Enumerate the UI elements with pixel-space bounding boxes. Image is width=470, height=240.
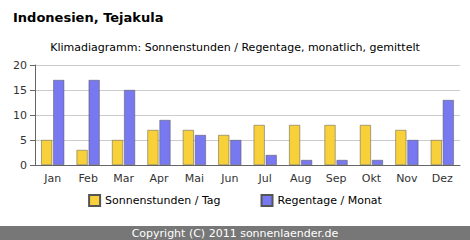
svg-text:Aug: Aug [290,172,311,185]
svg-text:Okt: Okt [362,172,382,185]
svg-text:Mar: Mar [113,172,134,185]
svg-text:0: 0 [20,159,27,172]
svg-text:Jun: Jun [220,172,238,185]
svg-text:Feb: Feb [78,172,97,185]
svg-text:Copyright (C) 2011 sonnenlaend: Copyright (C) 2011 sonnenlaender.de [132,227,339,240]
svg-text:Apr: Apr [149,172,169,185]
svg-text:Nov: Nov [396,172,418,185]
svg-text:5: 5 [20,134,27,147]
svg-text:Jan: Jan [43,172,61,185]
svg-text:Sonnenstunden / Tag: Sonnenstunden / Tag [105,194,220,207]
svg-text:Regentage / Monat: Regentage / Monat [278,194,383,207]
svg-text:Jul: Jul [258,172,272,185]
svg-text:Klimadiagramm: Sonnenstunden /: Klimadiagramm: Sonnenstunden / Regentage… [50,41,420,54]
svg-text:Indonesien, Tejakula: Indonesien, Tejakula [13,10,163,25]
svg-text:20: 20 [13,59,27,72]
svg-text:Sep: Sep [326,172,347,185]
svg-text:Mai: Mai [185,172,204,185]
svg-text:10: 10 [13,109,27,122]
svg-text:15: 15 [13,84,27,97]
svg-text:Dez: Dez [432,172,453,185]
